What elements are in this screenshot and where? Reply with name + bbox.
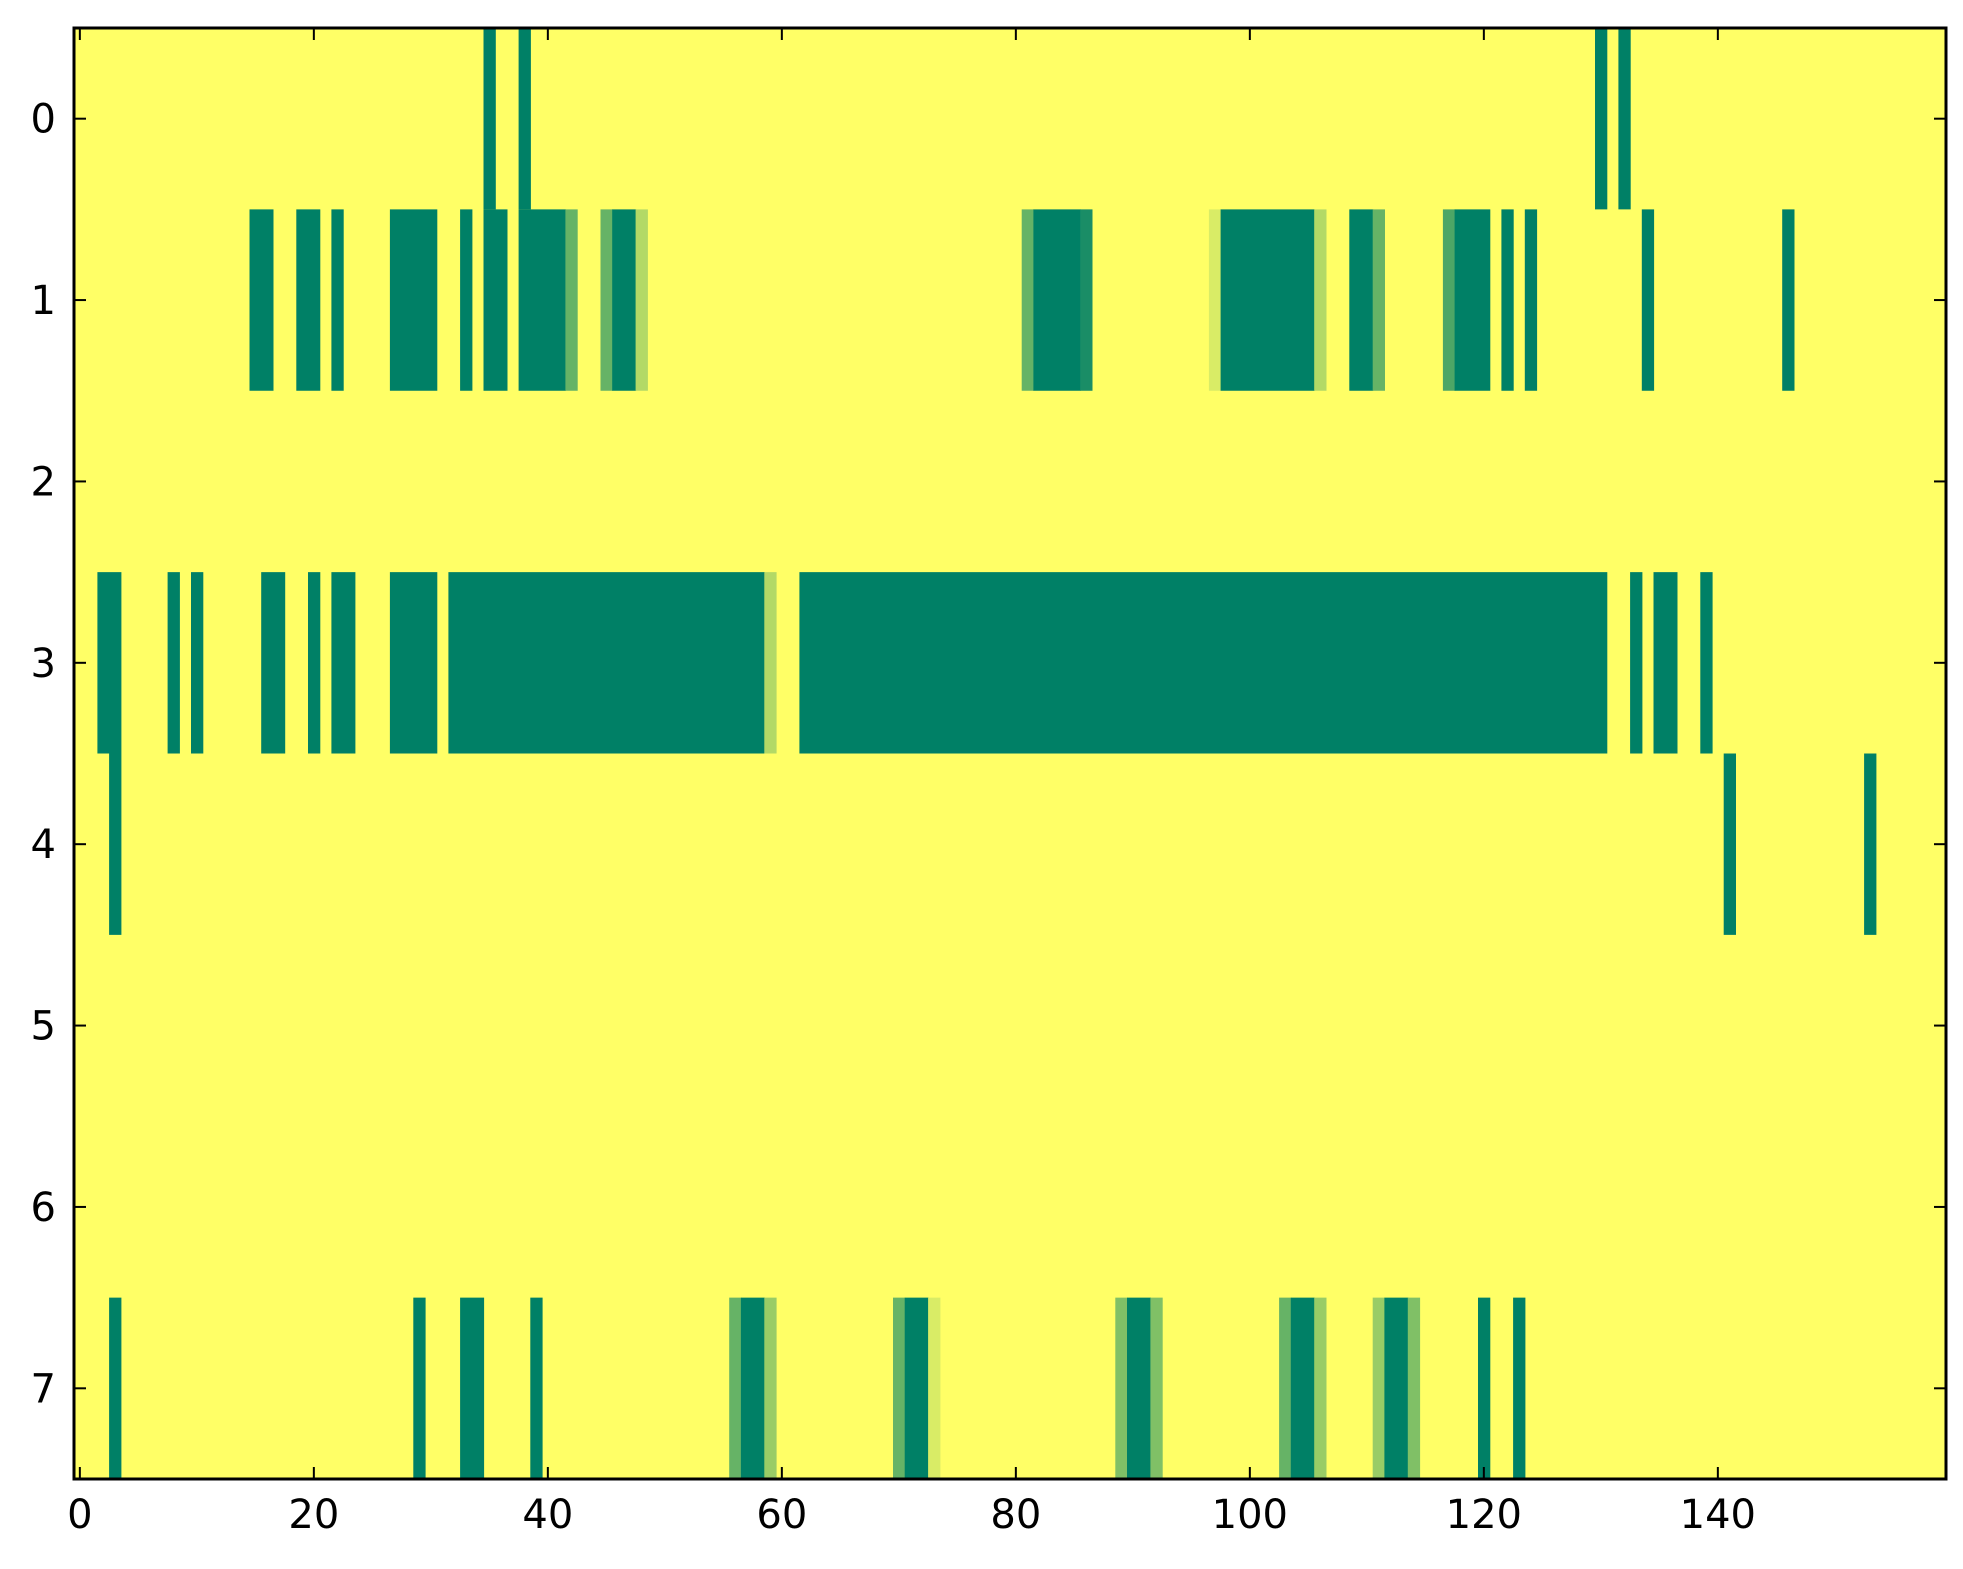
heatmap-cell-segment <box>389 572 438 754</box>
axis-ticks <box>74 28 1946 1479</box>
heatmap-cell-segment <box>928 1297 941 1480</box>
x-tick-label: 80 <box>990 1492 1041 1538</box>
heatmap-cell-segment <box>331 209 344 391</box>
heatmap-cell-segment <box>1349 209 1374 391</box>
heatmap-cell-segment <box>1208 209 1222 391</box>
heatmap-cell-segment <box>167 572 180 754</box>
heatmap-cell-segment <box>109 753 122 935</box>
heatmap-cell-segment <box>518 209 566 391</box>
heatmap-cell-segment <box>413 1297 426 1480</box>
heatmap-cell-segment <box>1501 209 1514 391</box>
heatmap-cell-segment <box>1653 572 1678 754</box>
y-tick-label: 5 <box>31 1004 56 1050</box>
heatmap-cell-segment <box>1700 572 1713 754</box>
heatmap-cell-segment <box>1618 28 1631 210</box>
heatmap-cell-segment <box>1220 209 1315 391</box>
heatmap-cell-segment <box>1630 572 1643 754</box>
heatmap-cell-segment <box>1513 1297 1526 1480</box>
heatmap-cells <box>74 28 1946 1480</box>
heatmap-cell-segment <box>249 209 274 391</box>
heatmap-cell-segment <box>565 209 578 391</box>
x-tick-label: 100 <box>1212 1492 1288 1538</box>
heatmap-cell-segment <box>1478 1297 1491 1480</box>
heatmap-cell-segment <box>1021 209 1034 391</box>
heatmap-cell-segment <box>460 209 473 391</box>
y-tick-label: 2 <box>31 459 56 505</box>
heatmap-cell-segment <box>518 28 531 210</box>
x-tick-label: 60 <box>756 1492 807 1538</box>
heatmap-cell-segment <box>1279 1297 1292 1480</box>
y-tick-label: 4 <box>31 822 56 868</box>
heatmap-cell-segment <box>97 572 122 754</box>
y-tick-label: 1 <box>31 278 56 324</box>
tick-labels: 0 20 40 60 80 100 120 140 0 1 2 3 4 5 6 7 <box>31 97 1756 1538</box>
heatmap-cell-segment <box>389 209 438 391</box>
heatmap-cell-segment <box>483 28 496 210</box>
heatmap-cell-segment <box>1782 209 1795 391</box>
heatmap-cell-segment <box>261 572 286 754</box>
heatmap-cell-segment <box>893 1297 906 1480</box>
heatmap-cell-segment <box>1384 1297 1409 1480</box>
heatmap-cell-segment <box>1372 1297 1385 1480</box>
heatmap-cell-segment <box>600 209 613 391</box>
x-tick-label: 40 <box>522 1492 573 1538</box>
heatmap-cell-segment <box>904 1297 929 1480</box>
y-tick-label: 6 <box>31 1185 56 1231</box>
heatmap-cell-segment <box>1641 209 1655 391</box>
heatmap-cell-segment <box>1595 28 1608 210</box>
heatmap-cell-segment <box>740 1297 765 1480</box>
y-tick-label: 7 <box>31 1366 56 1412</box>
heatmap-cell-segment <box>308 572 321 754</box>
x-tick-label: 140 <box>1680 1492 1756 1538</box>
heatmap-cell-segment <box>191 572 204 754</box>
x-tick-label: 20 <box>288 1492 339 1538</box>
heatmap-cell-segment <box>448 572 765 754</box>
y-tick-label: 3 <box>31 641 56 687</box>
heatmap-cell-segment <box>530 1297 543 1480</box>
heatmap-cell-segment <box>1127 1297 1151 1480</box>
heatmap-cell-segment <box>764 572 777 754</box>
heatmap-cell-segment <box>1033 209 1081 391</box>
heatmap-cell-segment <box>1150 1297 1163 1480</box>
heatmap-cell-segment <box>1407 1297 1421 1480</box>
heatmap-cell-segment <box>1080 209 1093 391</box>
heatmap-cell-segment <box>764 1297 777 1480</box>
heatmap-cell-segment <box>1314 1297 1327 1480</box>
heatmap-cell-segment <box>1372 209 1385 391</box>
heatmap-cell-segment <box>612 209 637 391</box>
x-tick-label: 0 <box>67 1492 92 1538</box>
heatmap-cell-segment <box>109 1297 122 1480</box>
heatmap-cell-segment <box>1524 209 1538 391</box>
heatmap-cell-segment <box>296 209 321 391</box>
heatmap-cell-segment <box>483 209 508 391</box>
heatmap-cell-segment <box>1314 209 1327 391</box>
y-tick-label: 0 <box>31 97 56 143</box>
x-tick-label: 120 <box>1446 1492 1522 1538</box>
plot-frame <box>72 26 1948 1481</box>
heatmap-cell-segment <box>460 1297 485 1480</box>
heatmap-cell-segment <box>635 209 648 391</box>
heatmap-cell-segment <box>799 572 1608 754</box>
heatmap-cell-segment <box>1723 753 1736 935</box>
heatmap-cell-segment <box>1290 1297 1315 1480</box>
heatmap-cell-segment <box>331 572 356 754</box>
heatmap-cell-segment <box>1454 209 1491 391</box>
heatmap-cell-segment <box>729 1297 742 1480</box>
heatmap-cell-segment <box>1864 753 1877 935</box>
heatmap-cell-segment <box>1115 1297 1128 1480</box>
heatmap-cell-segment <box>1442 209 1456 391</box>
